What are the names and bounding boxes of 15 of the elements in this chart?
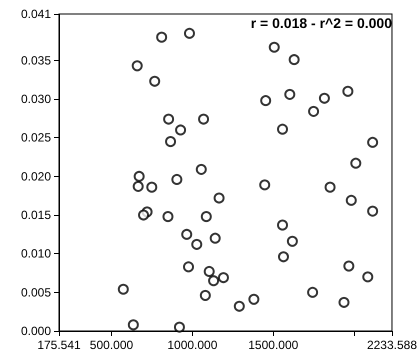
y-tick-label: 0.025 xyxy=(20,130,52,145)
y-tick-label: 0.041 xyxy=(20,7,52,21)
x-tick-label: 500.000 xyxy=(90,338,134,352)
x-tick-label: 2233.588 xyxy=(366,338,418,352)
y-tick-label: 0.015 xyxy=(20,208,52,222)
x-tick-label: 1000.000 xyxy=(167,338,218,352)
y-tick-label: 0.010 xyxy=(20,246,52,261)
annotation: r = 0.018 - r^2 = 0.000 xyxy=(250,15,392,31)
y-tick-label: 0.020 xyxy=(20,169,52,184)
y-tick-label: 0.005 xyxy=(20,285,52,300)
y-tick-label: 0.000 xyxy=(20,324,52,338)
y-tick-label: 0.030 xyxy=(20,92,52,106)
y-tick-label: 0.035 xyxy=(20,53,52,68)
x-tick-label: 175.541 xyxy=(37,338,82,352)
x-tick-label: 1500.000 xyxy=(248,338,299,352)
